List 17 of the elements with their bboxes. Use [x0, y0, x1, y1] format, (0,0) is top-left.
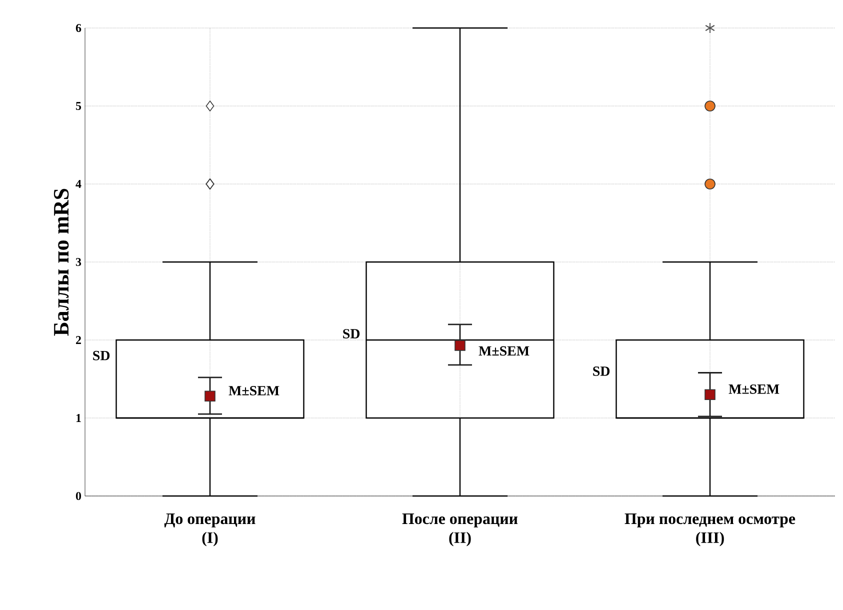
y-tick-label: 1: [76, 414, 81, 422]
y-tick-label: 5: [76, 102, 82, 110]
x-tick-label: При последнем осмотре (III): [624, 514, 796, 546]
x-tick-label: До операции (I): [164, 514, 256, 546]
annotation: SD: [593, 366, 610, 376]
x-tick-label: После операции (II): [402, 514, 518, 546]
y-tick-label: 0: [76, 492, 82, 500]
annotation: M±SEM: [228, 386, 280, 396]
annotation: M±SEM: [728, 384, 780, 394]
annotation: M±SEM: [478, 346, 530, 356]
annotation: SD: [343, 329, 360, 338]
y-tick-label: 3: [76, 258, 82, 266]
y-tick-label: 6: [76, 24, 82, 32]
y-tick-label: 2: [76, 336, 81, 344]
annotation: SD: [93, 350, 110, 360]
y-axis-title: Баллы по mRS: [54, 188, 69, 336]
y-tick-label: 4: [76, 180, 82, 188]
